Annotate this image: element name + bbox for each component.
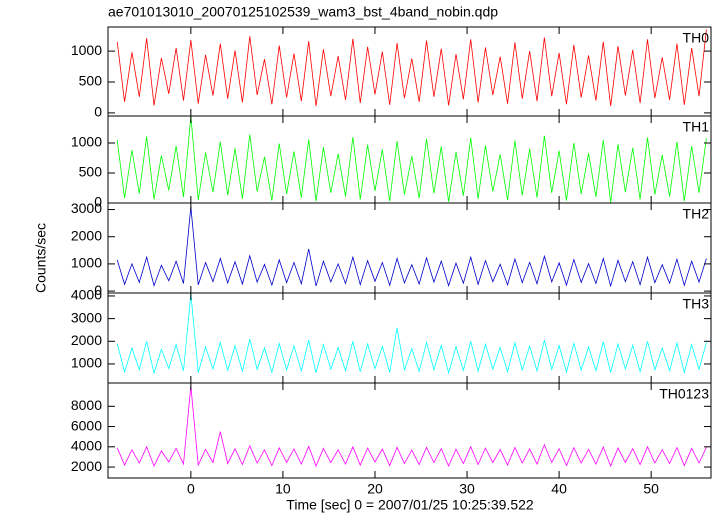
series-line (116, 115, 707, 203)
panel-frame (107, 382, 712, 479)
y-tick-label: 2000 (71, 332, 102, 348)
y-tick-label: 1000 (71, 42, 102, 58)
x-tick-label: 0 (187, 481, 195, 497)
panel-label: TH1 (683, 119, 710, 135)
series-line (116, 386, 707, 468)
y-tick-label: 2000 (71, 458, 102, 474)
panel-label: TH2 (683, 206, 710, 222)
y-tick-label: 500 (79, 164, 103, 180)
x-tick-label: 50 (643, 481, 659, 497)
y-tick-label: 500 (79, 73, 103, 89)
y-axis-label: Counts/sec (33, 223, 49, 293)
y-tick-label: 8000 (71, 397, 102, 413)
panel-label: TH0123 (659, 386, 709, 402)
x-axis-label: Time [sec] 0 = 2007/01/25 10:25:39.522 (286, 497, 534, 513)
y-tick-label: 1000 (71, 255, 102, 271)
y-tick-label: 2000 (71, 227, 102, 243)
y-tick-label: 1000 (71, 355, 102, 371)
x-tick-label: 10 (275, 481, 291, 497)
series-line (116, 293, 707, 375)
x-tick-label: 40 (551, 481, 567, 497)
series-line (116, 206, 707, 288)
y-tick-label: 0 (94, 104, 102, 120)
y-tick-label: 6000 (71, 417, 102, 433)
y-tick-label: 3000 (71, 309, 102, 325)
y-tick-label: 0 (94, 194, 102, 210)
y-tick-label: 0 (94, 282, 102, 298)
y-tick-label: 3000 (71, 200, 102, 216)
panel-label: TH3 (683, 296, 710, 312)
x-tick-label: 30 (459, 481, 475, 497)
series-line (116, 29, 707, 107)
chart-title: ae701013010_20070125102539_wam3_bst_4ban… (108, 4, 498, 20)
x-tick-label: 20 (367, 481, 383, 497)
y-tick-label: 4000 (71, 438, 102, 454)
y-tick-label: 4000 (71, 287, 102, 303)
y-tick-label: 1000 (71, 134, 102, 150)
panel-label: TH0 (683, 30, 710, 46)
